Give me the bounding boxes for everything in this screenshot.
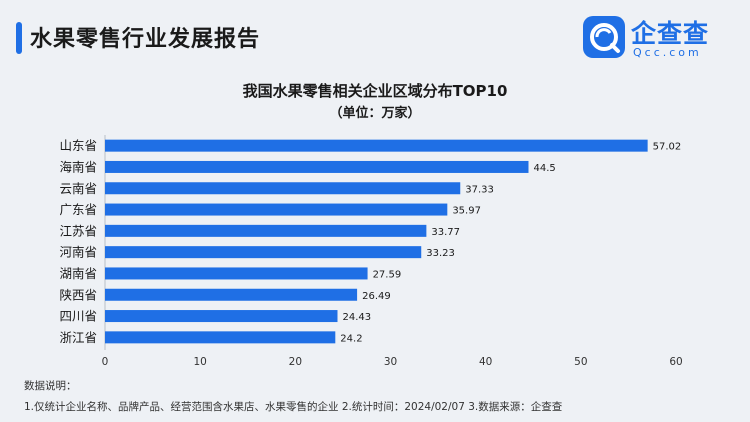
value-label: 35.97 xyxy=(452,206,481,217)
notes-title: 数据说明： xyxy=(24,380,77,392)
qcc-logo: 企查查 Qcc.com xyxy=(583,14,733,64)
category-label: 江苏省 xyxy=(59,223,97,238)
value-label: 27.59 xyxy=(373,269,402,280)
category-label: 陕西省 xyxy=(59,287,97,302)
bar xyxy=(105,331,336,344)
chart-subtitle: （单位：万家） xyxy=(329,106,421,121)
value-label: 37.33 xyxy=(465,184,494,195)
category-label: 河南省 xyxy=(59,245,97,260)
value-label: 26.49 xyxy=(362,291,391,302)
value-label: 24.43 xyxy=(342,312,371,323)
category-label: 湖南省 xyxy=(59,266,97,281)
qcc-logo-icon xyxy=(583,16,625,58)
bar xyxy=(105,182,461,195)
bar xyxy=(105,160,529,173)
value-label: 33.23 xyxy=(426,248,455,259)
bar xyxy=(105,139,648,152)
x-tick-label: 40 xyxy=(479,356,492,368)
value-label: 44.5 xyxy=(533,163,555,174)
x-tick-label: 60 xyxy=(669,356,682,368)
value-label: 24.2 xyxy=(340,333,362,344)
chart-title: 我国水果零售相关企业区域分布TOP10 xyxy=(242,82,508,100)
category-label: 云南省 xyxy=(59,181,97,196)
category-label: 广东省 xyxy=(59,202,97,217)
category-label: 浙江省 xyxy=(59,330,97,345)
category-label: 海南省 xyxy=(59,159,97,174)
bar xyxy=(105,246,422,259)
x-tick-label: 10 xyxy=(193,356,206,368)
logo-domain: Qcc.com xyxy=(633,46,702,59)
category-label: 四川省 xyxy=(59,309,97,324)
page-title: 水果零售行业发展报告 xyxy=(30,27,261,52)
x-tick-label: 50 xyxy=(574,356,587,368)
bar xyxy=(105,224,427,237)
bar xyxy=(105,288,358,301)
x-tick-label: 30 xyxy=(384,356,397,368)
notes-line: 1.仅统计企业名称、品牌产品、经营范围含水果店、水果零售的企业 2.统计时间：2… xyxy=(24,401,563,413)
bar xyxy=(105,267,368,280)
category-label: 山东省 xyxy=(59,138,97,153)
bar xyxy=(105,310,338,323)
x-tick-label: 20 xyxy=(289,356,302,368)
value-label: 33.77 xyxy=(431,227,460,238)
header-accent-bar xyxy=(16,22,22,54)
logo-name: 企查查 xyxy=(631,19,710,48)
x-tick-label: 0 xyxy=(102,356,109,368)
bar xyxy=(105,203,448,216)
value-label: 57.02 xyxy=(653,142,682,153)
